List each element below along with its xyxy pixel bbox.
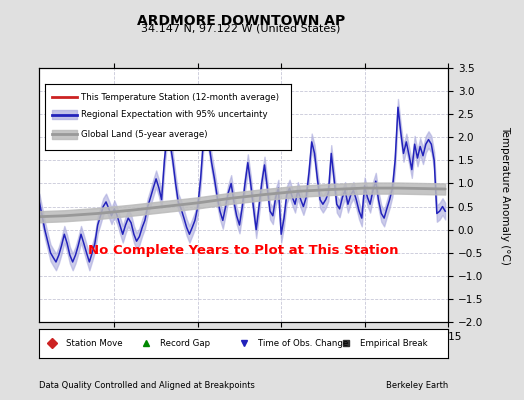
Y-axis label: Temperature Anomaly (°C): Temperature Anomaly (°C) — [500, 126, 510, 264]
Text: Berkeley Earth: Berkeley Earth — [386, 381, 448, 390]
Text: Regional Expectation with 95% uncertainty: Regional Expectation with 95% uncertaint… — [82, 110, 268, 119]
Text: Data Quality Controlled and Aligned at Breakpoints: Data Quality Controlled and Aligned at B… — [39, 381, 255, 390]
Text: Time of Obs. Change: Time of Obs. Change — [258, 338, 348, 348]
Text: Empirical Break: Empirical Break — [360, 338, 428, 348]
Text: 34.147 N, 97.122 W (United States): 34.147 N, 97.122 W (United States) — [141, 23, 341, 33]
Text: This Temperature Station (12-month average): This Temperature Station (12-month avera… — [82, 93, 279, 102]
Text: Record Gap: Record Gap — [160, 338, 210, 348]
Text: ARDMORE DOWNTOWN AP: ARDMORE DOWNTOWN AP — [137, 14, 345, 28]
Text: Global Land (5-year average): Global Land (5-year average) — [82, 130, 208, 139]
Text: Station Move: Station Move — [66, 338, 123, 348]
Text: No Complete Years to Plot at This Station: No Complete Years to Plot at This Statio… — [89, 244, 399, 257]
